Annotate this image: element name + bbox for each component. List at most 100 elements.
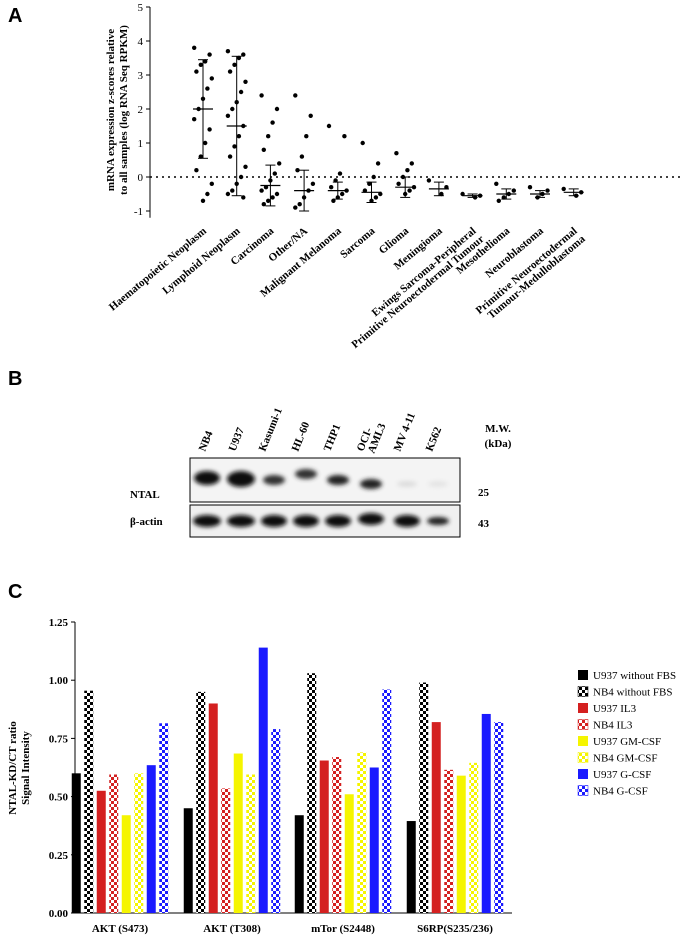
- bar: [221, 788, 231, 913]
- bar: [183, 808, 193, 913]
- data-point: [261, 202, 266, 207]
- bar: [469, 762, 479, 913]
- bar: [246, 774, 256, 913]
- data-point: [527, 185, 533, 190]
- data-point: [308, 113, 313, 119]
- data-point: [198, 62, 203, 67]
- data-point: [274, 191, 280, 197]
- y-axis-label: to all samples (log RNA Seq RPKM): [118, 25, 130, 195]
- data-point: [494, 181, 499, 186]
- data-point: [207, 127, 212, 132]
- legend-swatch: [577, 719, 589, 730]
- bar: [96, 790, 106, 913]
- y-axis-label: Signal Intensity: [20, 731, 32, 805]
- data-point: [238, 89, 244, 95]
- lane-label: U937: [227, 426, 247, 454]
- x-tick-label: AKT (S473): [92, 923, 149, 935]
- data-point: [236, 134, 242, 139]
- y-tick-label: 0: [138, 172, 144, 184]
- bar: [431, 722, 441, 913]
- blot: [189, 457, 461, 538]
- bar: [406, 821, 416, 913]
- data-point: [225, 191, 231, 197]
- data-point: [439, 191, 444, 197]
- bar: [319, 760, 329, 913]
- data-point: [241, 52, 246, 57]
- y-tick-label: 1.00: [49, 675, 69, 687]
- data-point: [293, 205, 298, 210]
- data-point: [407, 188, 412, 193]
- legend-label: NB4 without FBS: [593, 687, 672, 699]
- legend-label: U937 without FBS: [593, 670, 676, 682]
- data-point: [340, 191, 345, 197]
- bar: [419, 682, 429, 913]
- row-label: β-actin: [130, 516, 163, 528]
- bar: [332, 757, 342, 913]
- data-point: [371, 174, 376, 180]
- data-point: [274, 106, 280, 112]
- data-point: [227, 69, 233, 74]
- bar: [307, 673, 317, 913]
- y-tick-label: 3: [138, 70, 144, 82]
- data-point: [203, 140, 208, 146]
- data-point: [259, 93, 264, 98]
- y-tick-label: 0.25: [49, 850, 69, 862]
- bar: [109, 774, 119, 913]
- data-point: [209, 181, 214, 186]
- panel-label: B: [8, 368, 22, 390]
- y-tick-label: 2: [138, 104, 144, 116]
- legend-label: NB4 IL3: [593, 720, 633, 732]
- y-tick-label: 1.25: [49, 617, 69, 629]
- data-point: [409, 161, 414, 166]
- data-point: [337, 171, 343, 176]
- bar: [146, 765, 156, 913]
- data-point: [200, 198, 206, 203]
- data-point: [405, 168, 410, 173]
- data-point: [561, 186, 566, 192]
- x-tick-label: mTor (S2448): [311, 923, 375, 935]
- data-point: [192, 117, 197, 122]
- data-point: [299, 154, 305, 159]
- lane-label: K562: [424, 425, 445, 453]
- data-point: [236, 55, 242, 61]
- data-point: [243, 79, 248, 85]
- data-point: [333, 178, 338, 183]
- data-point: [396, 181, 401, 186]
- bar: [196, 691, 206, 913]
- bar: [208, 703, 218, 913]
- data-point: [331, 198, 336, 203]
- data-point: [375, 161, 381, 166]
- legend-swatch: [577, 752, 589, 763]
- panel-label: C: [8, 581, 22, 603]
- bar: [233, 753, 243, 913]
- data-point: [297, 202, 302, 207]
- bar: [258, 647, 268, 913]
- data-point: [194, 168, 199, 173]
- data-point: [295, 168, 300, 173]
- bar: [71, 773, 81, 913]
- legend-swatch: [577, 686, 589, 697]
- data-point: [207, 52, 212, 57]
- bar: [344, 794, 354, 913]
- legend-label: U937 G-CSF: [593, 769, 651, 781]
- data-point: [394, 151, 399, 156]
- y-tick-label: 0.75: [49, 733, 69, 745]
- data-point: [263, 185, 269, 190]
- data-point: [241, 195, 246, 200]
- data-point: [272, 171, 277, 176]
- bar: [294, 815, 304, 913]
- legend-label: U937 IL3: [593, 703, 637, 715]
- bar: [456, 775, 466, 913]
- legend-swatch: [577, 785, 589, 796]
- y-axis-label: NTAL-KD/CT ratio: [7, 721, 19, 815]
- lane-label: Kasumi-1: [257, 406, 285, 453]
- data-point: [209, 76, 214, 81]
- y-tick-label: 5: [138, 2, 144, 14]
- legend-swatch: [578, 703, 588, 713]
- x-tick-label: Sarcoma: [338, 225, 378, 261]
- data-point: [205, 86, 210, 91]
- row-label: NTAL: [130, 489, 160, 501]
- y-tick-label: 4: [138, 36, 144, 48]
- data-point: [259, 188, 264, 193]
- data-point: [230, 188, 235, 193]
